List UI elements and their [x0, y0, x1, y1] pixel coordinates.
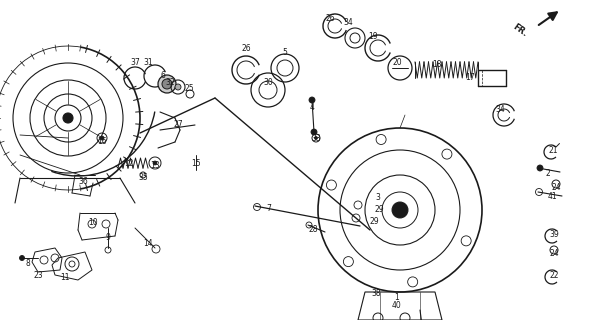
- Circle shape: [69, 261, 75, 267]
- Circle shape: [153, 161, 157, 165]
- Text: 20: 20: [392, 58, 402, 67]
- Circle shape: [175, 84, 181, 90]
- Circle shape: [140, 172, 146, 178]
- Text: 22: 22: [549, 270, 559, 279]
- Text: 29: 29: [369, 217, 379, 226]
- Text: 24: 24: [551, 182, 561, 191]
- Text: 30: 30: [263, 77, 273, 86]
- Text: 24: 24: [549, 249, 559, 258]
- Circle shape: [314, 137, 317, 140]
- Text: 37: 37: [130, 58, 140, 67]
- Circle shape: [537, 165, 543, 171]
- Text: 18: 18: [432, 60, 442, 68]
- Text: 16: 16: [97, 137, 107, 146]
- Text: 28: 28: [308, 225, 318, 234]
- Text: 38: 38: [371, 289, 381, 298]
- Text: 13: 13: [150, 161, 160, 170]
- Text: 4: 4: [310, 102, 314, 111]
- Text: FR.: FR.: [511, 22, 529, 38]
- Circle shape: [19, 255, 25, 260]
- Text: 40: 40: [392, 301, 402, 310]
- Text: 26: 26: [325, 13, 335, 22]
- Text: 32: 32: [165, 77, 175, 86]
- Text: 9: 9: [106, 233, 110, 242]
- Text: 34: 34: [343, 18, 353, 27]
- Circle shape: [100, 136, 104, 140]
- Text: 39: 39: [549, 229, 559, 238]
- Text: 29: 29: [374, 204, 384, 213]
- Circle shape: [392, 202, 408, 218]
- Text: 1: 1: [395, 293, 399, 302]
- Text: 21: 21: [548, 146, 558, 155]
- Text: 33: 33: [311, 133, 321, 142]
- Text: 5: 5: [283, 47, 287, 57]
- Text: 23: 23: [33, 270, 43, 279]
- Text: 15: 15: [191, 158, 201, 167]
- Text: 12: 12: [124, 158, 134, 167]
- Text: 3: 3: [376, 193, 381, 202]
- Circle shape: [309, 97, 315, 103]
- Text: 36: 36: [78, 177, 88, 186]
- Text: 14: 14: [143, 238, 153, 247]
- Circle shape: [158, 75, 176, 93]
- Text: 6: 6: [160, 70, 165, 79]
- Text: 26: 26: [241, 44, 251, 52]
- Text: 35: 35: [138, 172, 148, 181]
- Text: 25: 25: [184, 84, 194, 92]
- Circle shape: [162, 79, 172, 89]
- Text: 17: 17: [465, 73, 475, 82]
- Text: 34: 34: [495, 105, 505, 114]
- Text: 2: 2: [546, 169, 550, 178]
- Text: 27: 27: [173, 119, 183, 129]
- Text: 7: 7: [267, 204, 271, 212]
- Text: 19: 19: [368, 31, 378, 41]
- Text: 31: 31: [143, 58, 153, 67]
- Circle shape: [311, 129, 317, 135]
- Circle shape: [63, 113, 73, 123]
- Text: 8: 8: [25, 259, 30, 268]
- Text: 11: 11: [60, 274, 70, 283]
- Text: 10: 10: [88, 218, 98, 227]
- Text: 41: 41: [547, 191, 557, 201]
